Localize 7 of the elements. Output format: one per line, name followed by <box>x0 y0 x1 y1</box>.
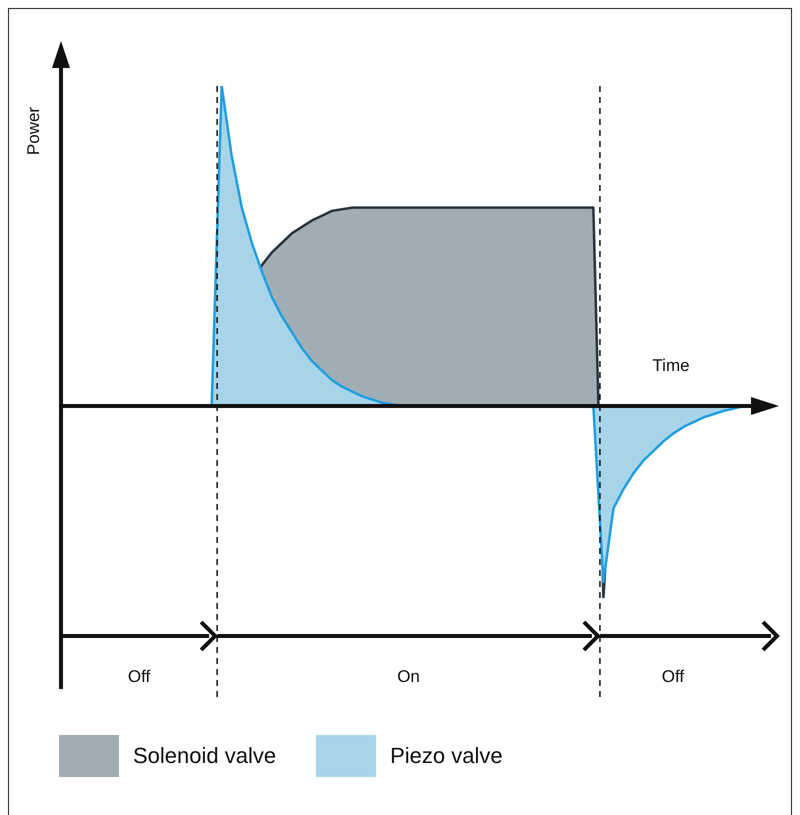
x-axis-title: Time <box>652 356 690 375</box>
y-axis-title: Power <box>24 106 43 156</box>
legend-label: Solenoid valve <box>133 743 276 769</box>
text: On <box>397 667 420 686</box>
legend-label: Piezo valve <box>390 743 503 769</box>
text: Off <box>128 667 151 686</box>
text: Off <box>662 667 684 686</box>
